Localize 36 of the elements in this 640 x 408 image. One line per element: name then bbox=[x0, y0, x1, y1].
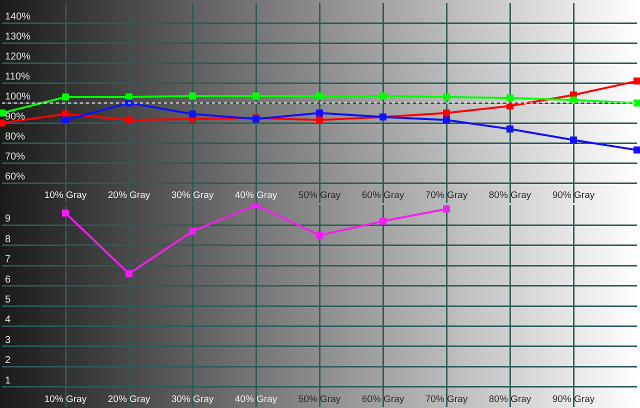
x-tick-label: 10% Gray bbox=[44, 394, 87, 406]
x-tick-label: 40% Gray bbox=[234, 394, 278, 406]
y-tick-label: 9 bbox=[5, 214, 11, 225]
y-tick-label: 5 bbox=[5, 294, 11, 306]
x-tick-label: 90% Gray bbox=[552, 394, 595, 406]
y-tick-label: 2 bbox=[5, 355, 11, 366]
x-tick-label: 70% Gray bbox=[425, 190, 468, 202]
y-tick-label: 60% bbox=[5, 172, 26, 182]
y-tick-label: 3 bbox=[5, 334, 11, 346]
y-tick-label: 1 bbox=[5, 375, 11, 386]
x-tick-label: 20% Gray bbox=[108, 190, 150, 202]
x-tick-label: 40% Gray bbox=[234, 190, 278, 202]
y-tick-label: 140% bbox=[5, 12, 31, 22]
x-tick-label: 10% Gray bbox=[44, 190, 87, 202]
x-tick-label: 80% Gray bbox=[488, 394, 532, 406]
y-tick-label: 80% bbox=[5, 132, 26, 142]
y-tick-label: 8 bbox=[5, 234, 11, 245]
x-tick-label: 30% Gray bbox=[171, 394, 214, 406]
x-tick-label: 70% Gray bbox=[425, 394, 468, 406]
y-tick-label: 130% bbox=[5, 32, 31, 42]
x-tick-label: 80% Gray bbox=[488, 190, 532, 202]
y-tick-label: 7 bbox=[5, 254, 11, 266]
y-tick-label: 90% bbox=[5, 112, 26, 122]
x-tick-label: 60% Gray bbox=[362, 394, 404, 406]
y-tick-label: 6 bbox=[5, 274, 11, 286]
x-tick-label: 20% Gray bbox=[108, 394, 150, 406]
y-tick-label: 70% bbox=[5, 152, 26, 162]
y-tick-label: 4 bbox=[5, 314, 11, 326]
x-tick-label: 90% Gray bbox=[552, 190, 595, 202]
y-tick-label: 110% bbox=[5, 72, 30, 82]
x-tick-label: 60% Gray bbox=[362, 190, 404, 202]
x-tick-label: 30% Gray bbox=[171, 190, 214, 202]
x-tick-label: 50% Gray bbox=[298, 394, 341, 406]
y-tick-label: 120% bbox=[5, 52, 31, 62]
y-tick-label: 100% bbox=[5, 92, 31, 102]
x-tick-label: 50% Gray bbox=[298, 190, 341, 202]
